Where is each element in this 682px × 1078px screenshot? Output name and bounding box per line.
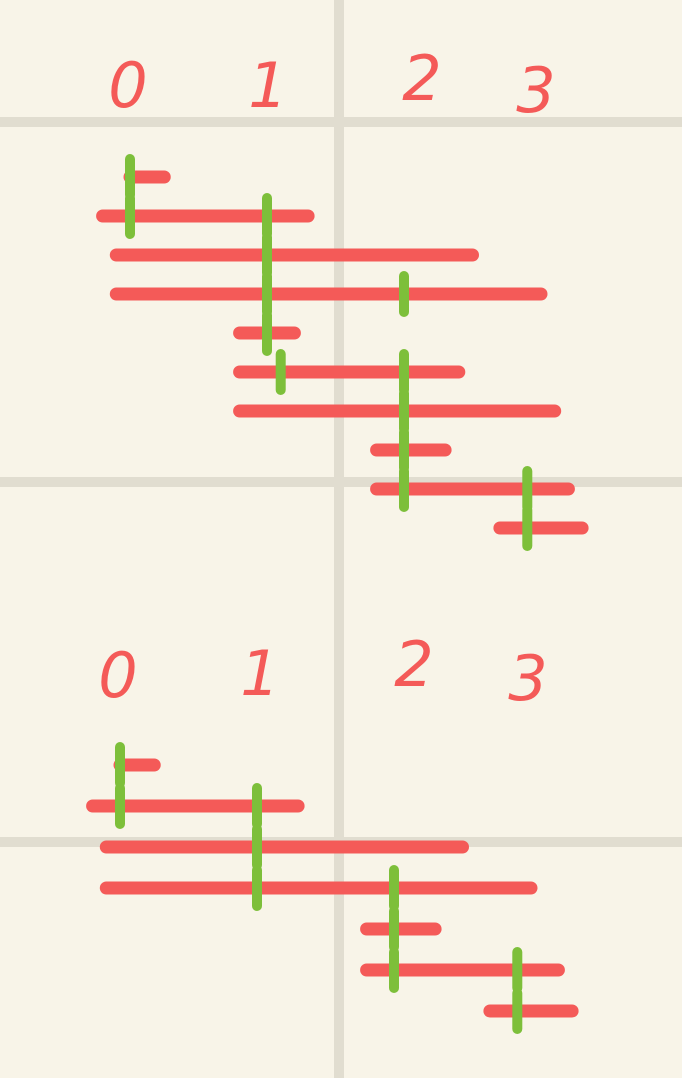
top-axis-label-3: 3 bbox=[516, 54, 555, 127]
top-axis-label-0: 0 bbox=[108, 49, 147, 122]
bottom-axis-label-1: 1 bbox=[240, 637, 279, 710]
top-axis-label-2: 2 bbox=[402, 42, 441, 115]
top-axis-label-1: 1 bbox=[248, 49, 287, 122]
bottom-axis-label-2: 2 bbox=[394, 628, 433, 701]
bottom-axis-label-3: 3 bbox=[508, 642, 547, 715]
bottom-axis-label-0: 0 bbox=[98, 639, 137, 712]
